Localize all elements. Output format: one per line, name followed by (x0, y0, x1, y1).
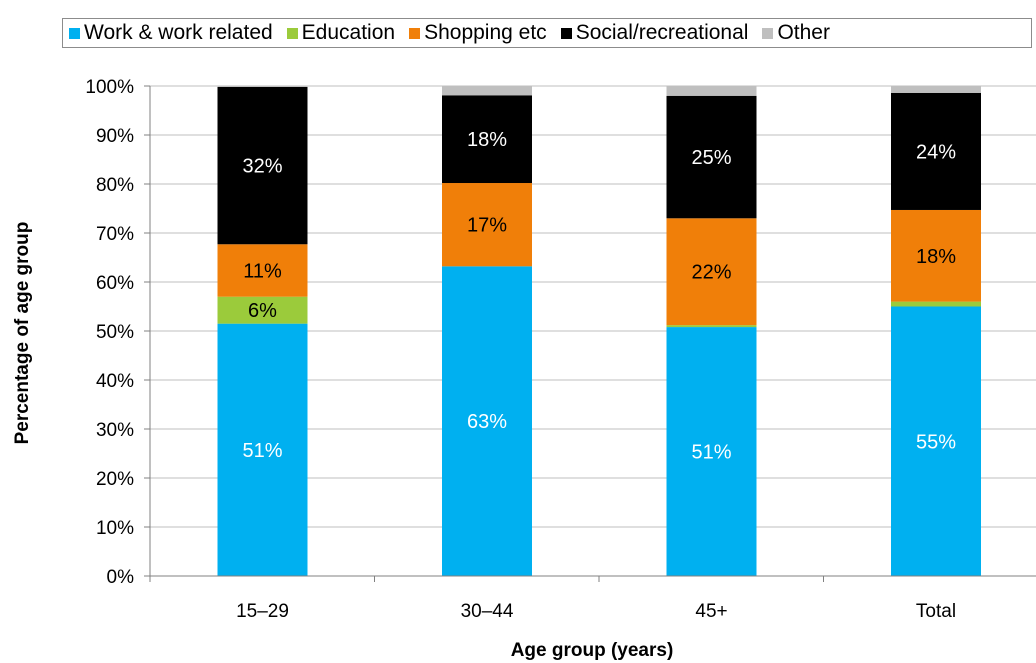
legend-label: Shopping etc (424, 21, 547, 44)
data-label: 18% (467, 129, 507, 151)
data-label: 63% (467, 411, 507, 433)
y-tick-label: 80% (96, 175, 134, 196)
legend-swatch (762, 27, 774, 39)
legend-swatch (69, 27, 80, 39)
y-tick-label: 50% (96, 322, 134, 343)
data-label: 32% (242, 156, 282, 178)
y-tick-label: 30% (96, 420, 134, 441)
x-tick-label: 15–29 (236, 601, 289, 622)
legend-swatch (560, 27, 572, 39)
bar-segment (217, 244, 308, 297)
data-label: 25% (691, 147, 731, 169)
data-label: 11% (243, 260, 282, 282)
legend-label: Social/recreational (575, 21, 749, 44)
bar-segment (891, 209, 981, 302)
bar-segment (666, 327, 757, 576)
y-tick-label: 70% (96, 224, 134, 245)
y-tick-label: 100% (85, 77, 134, 98)
legend-item: Other (762, 21, 830, 45)
data-label: 55% (916, 431, 956, 453)
bar-segment (442, 266, 532, 576)
bar-segment (217, 86, 308, 245)
data-label: 6% (248, 300, 277, 322)
data-label: 24% (916, 141, 956, 163)
bars (217, 86, 981, 576)
bar-segment (217, 86, 308, 87)
y-tick-label: 20% (96, 469, 134, 490)
data-label: 22% (691, 262, 731, 284)
y-axis-title: Percentage of age group (12, 222, 33, 445)
legend-item: Social/recreational (560, 21, 749, 45)
data-label: 51% (691, 442, 731, 464)
bar-segment (666, 95, 757, 219)
data-label: 51% (242, 440, 282, 462)
y-tick-label: 90% (96, 126, 134, 147)
x-tick-label: 30–44 (461, 601, 514, 622)
bar-segment (217, 296, 308, 324)
legend-label: Work & work related (84, 21, 273, 44)
y-tick-label: 40% (96, 371, 134, 392)
bar-segment (442, 86, 532, 96)
bar-segment (891, 301, 981, 307)
y-tick-label: 10% (96, 518, 134, 539)
axes: 0% 10% 20% 30% 40% 50% 60% 70% 80% 90% 100% 15–29 30… (85, 77, 1036, 622)
data-label: 18% (916, 246, 956, 268)
x-tick-label: Total (916, 601, 956, 622)
x-tick-label: 45+ (695, 601, 727, 622)
legend-item: Shopping etc (409, 21, 547, 45)
y-tick-label: 0% (107, 567, 135, 588)
data-labels: 51% 6% 11% 32% 63% 17% 18% 51% 22% 25% 55% 18% 24% (242, 129, 956, 463)
chart-legend: Work & work related Education Shopping etc… (62, 18, 1032, 48)
legend-label: Other (777, 21, 830, 44)
bar-segment (217, 323, 308, 576)
data-label: 17% (467, 215, 507, 237)
legend-label: Education (301, 21, 396, 44)
bar-segment (666, 218, 757, 326)
bar-segment (891, 306, 981, 576)
bar-segment (666, 325, 757, 328)
legend-item: Education (286, 21, 396, 45)
bar-segment (666, 86, 757, 96)
bar-segment (891, 86, 981, 93)
legend-swatch (409, 27, 421, 39)
bar-segment (891, 92, 981, 210)
y-tick-label: 60% (96, 273, 134, 294)
x-axis-title: Age group (years) (511, 640, 674, 661)
legend-swatch (286, 27, 298, 39)
bar-segment (442, 183, 532, 267)
bar-segment (442, 95, 532, 184)
legend-item: Work & work related (69, 21, 273, 45)
